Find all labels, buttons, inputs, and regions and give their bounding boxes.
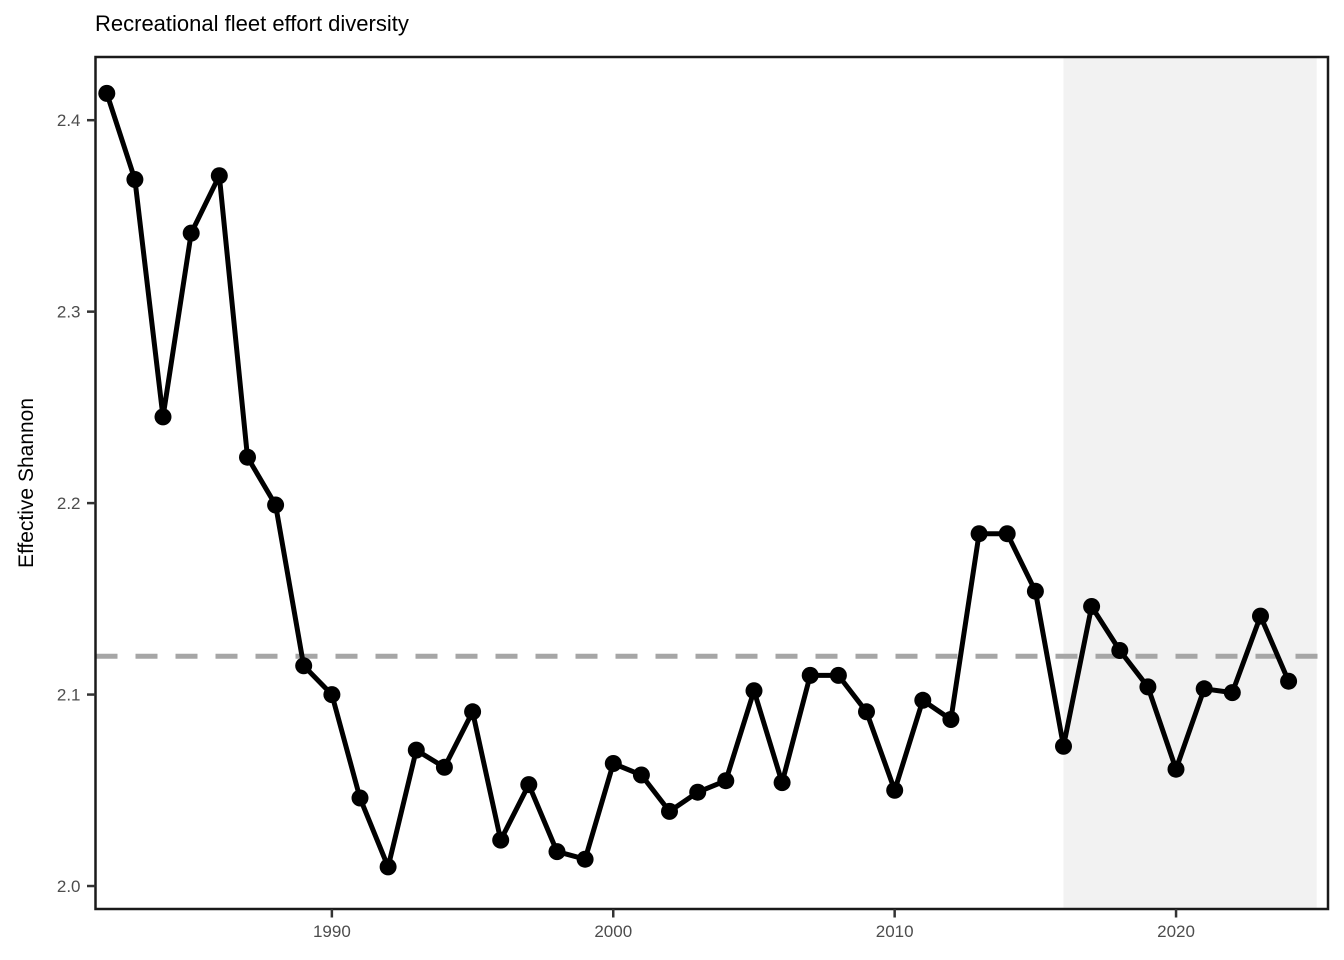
data-point-2008 — [829, 666, 847, 684]
data-point-1986 — [210, 167, 228, 185]
data-point-2014 — [998, 525, 1016, 543]
data-point-2000 — [604, 755, 622, 772]
data-point-2022 — [1223, 684, 1241, 702]
y-tick-label-2.1: 2.1 — [57, 686, 81, 705]
data-point-2015 — [1026, 582, 1044, 600]
data-point-1985 — [182, 224, 200, 242]
x-tick-label-2010: 2010 — [876, 922, 914, 941]
x-tick-label-2020: 2020 — [1157, 922, 1195, 941]
data-point-2002 — [661, 802, 678, 820]
y-tick-label-2.0: 2.0 — [57, 877, 81, 896]
data-point-1988 — [267, 496, 285, 514]
data-point-1997 — [520, 776, 538, 794]
data-point-1991 — [351, 789, 369, 807]
data-point-2016 — [1055, 737, 1072, 755]
data-point-2005 — [745, 682, 763, 700]
data-point-1996 — [492, 831, 510, 849]
data-point-2020 — [1167, 760, 1185, 778]
data-point-2004 — [717, 772, 735, 790]
data-point-2011 — [914, 691, 932, 709]
data-point-2017 — [1083, 598, 1101, 615]
data-point-2013 — [970, 525, 988, 543]
data-point-2009 — [858, 703, 875, 721]
data-point-1990 — [323, 686, 341, 704]
data-point-2024 — [1280, 672, 1298, 690]
data-point-1987 — [239, 448, 256, 466]
data-point-2023 — [1252, 607, 1269, 625]
x-tick-label-1990: 1990 — [313, 922, 351, 941]
data-point-2010 — [886, 781, 904, 799]
data-point-2006 — [773, 774, 791, 792]
data-point-1994 — [435, 758, 453, 776]
data-point-1982 — [98, 84, 116, 102]
data-point-1998 — [548, 843, 566, 861]
data-point-1992 — [379, 858, 397, 876]
x-tick-label-2000: 2000 — [594, 922, 632, 941]
data-point-2018 — [1111, 642, 1129, 659]
data-point-2021 — [1195, 680, 1213, 698]
chart-title: Recreational fleet effort diversity — [95, 11, 409, 36]
data-point-2012 — [942, 711, 960, 728]
shaded-region — [1063, 58, 1317, 908]
data-point-2007 — [801, 666, 819, 684]
panel-border — [94, 55, 1330, 911]
data-point-1993 — [407, 741, 425, 759]
data-point-1984 — [154, 408, 172, 426]
y-tick-label-2.4: 2.4 — [57, 111, 81, 130]
y-tick-label-2.2: 2.2 — [57, 494, 81, 513]
data-point-2001 — [632, 766, 650, 784]
y-tick-label-2.3: 2.3 — [57, 303, 81, 322]
data-point-2019 — [1139, 678, 1157, 696]
data-point-1995 — [464, 703, 482, 721]
data-point-1999 — [576, 850, 594, 868]
data-point-1989 — [295, 657, 313, 675]
data-point-1983 — [126, 171, 144, 188]
data-point-2003 — [689, 783, 707, 801]
